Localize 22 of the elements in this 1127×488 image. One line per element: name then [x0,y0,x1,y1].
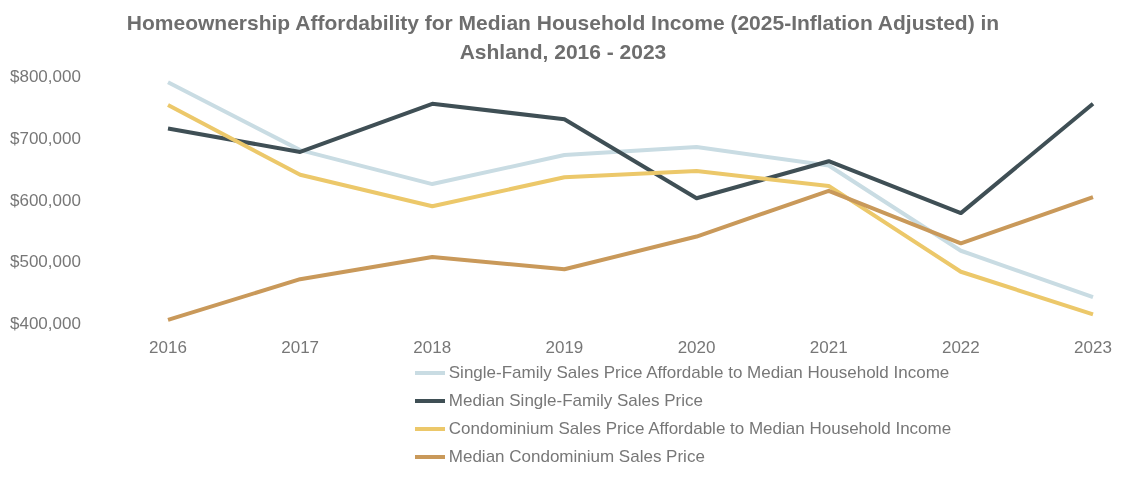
x-tick-label: 2021 [809,338,848,358]
y-tick-label: $800,000 [10,67,81,87]
y-tick-label: $500,000 [10,252,81,272]
line-series [166,101,1095,216]
line-series [166,188,1095,322]
line-series [166,80,1095,300]
legend-label: Condominium Sales Price Affordable to Median Household Income [448,418,952,440]
x-tick-label: 2019 [545,338,584,358]
y-tick-label: $700,000 [10,128,81,148]
x-tick-label: 2016 [149,338,187,358]
legend-label: Single-Family Sales Price Affordable to Median Household Income [448,362,950,384]
x-tick-label: 2020 [677,338,716,358]
chart-title: Homeownership Affordability for Median Household Income (2025-Inflation Adjusted) in Ashland, 2016 - 2023 [125,10,1001,65]
legend-label: Median Single-Family Sales Price [448,390,703,412]
x-tick-label: 2018 [413,338,452,358]
x-tick-label: 2023 [1074,338,1112,358]
y-tick-label: $400,000 [10,314,81,334]
x-tick-label: 2017 [281,338,320,358]
y-tick-label: $600,000 [10,190,81,210]
x-tick-label: 2022 [941,338,980,358]
line-series [166,103,1095,317]
legend-label: Median Condominium Sales Price [448,446,705,468]
